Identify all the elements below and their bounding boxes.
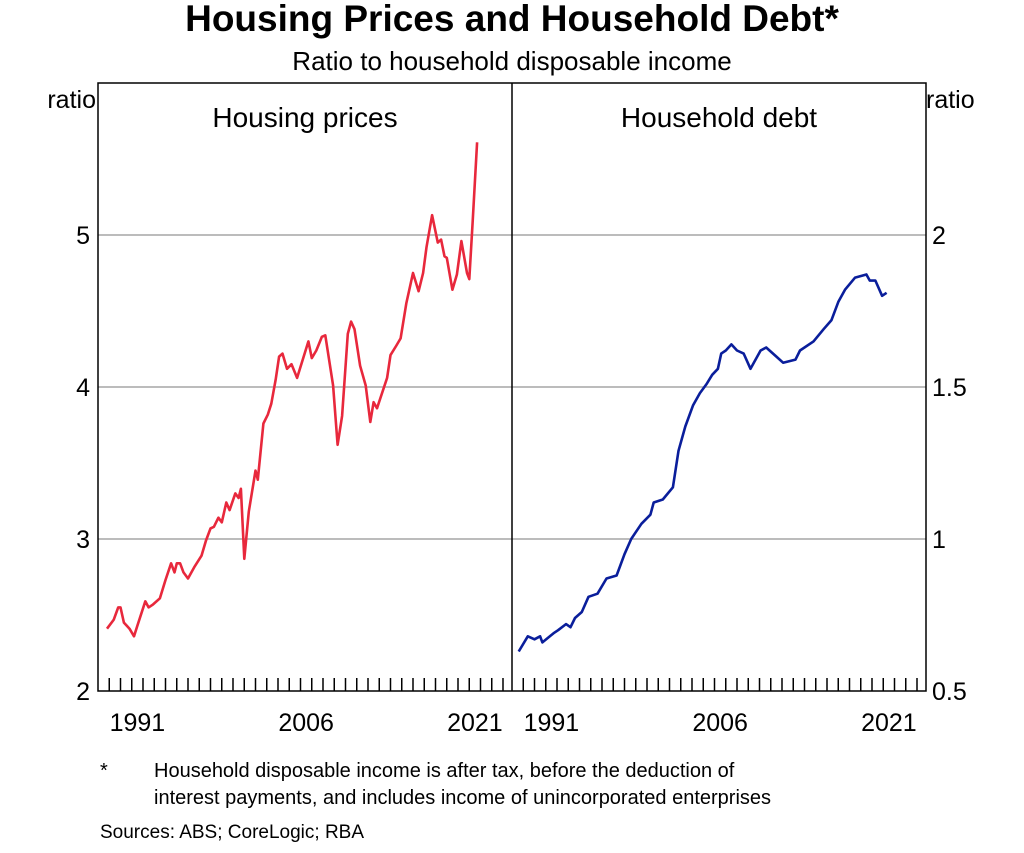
y-axis-label: ratio xyxy=(47,86,96,114)
housing-prices-line xyxy=(105,142,479,638)
y-tick-label: 2 xyxy=(932,222,946,250)
x-tick-label: 2006 xyxy=(278,709,334,737)
x-tick-label: 1991 xyxy=(524,709,580,737)
x-tick-label: 2021 xyxy=(861,709,917,737)
y-tick-label: 1 xyxy=(932,526,946,554)
x-tick-label: 1991 xyxy=(110,709,166,737)
chart-title: Housing Prices and Household Debt* xyxy=(185,0,839,39)
x-tick-label: 2006 xyxy=(692,709,748,737)
household-debt-line xyxy=(517,273,888,653)
footnote-line-2: interest payments, and includes income o… xyxy=(154,787,772,809)
x-tick-label: 2021 xyxy=(447,709,503,737)
y-tick-label: 2 xyxy=(76,678,90,706)
panel-title: Household debt xyxy=(621,102,817,133)
panel-title: Housing prices xyxy=(212,102,397,133)
footnote-marker: * xyxy=(100,760,108,782)
y-tick-label: 4 xyxy=(76,374,90,402)
y-tick-label: 5 xyxy=(76,222,90,250)
sources: Sources: ABS; CoreLogic; RBA xyxy=(100,822,365,843)
footnote-line-1: Household disposable income is after tax… xyxy=(154,760,735,782)
chart-subtitle: Ratio to household disposable income xyxy=(292,46,732,76)
y-tick-label: 0.5 xyxy=(932,678,967,706)
y-axis-label: ratio xyxy=(926,86,975,114)
y-tick-label: 1.5 xyxy=(932,374,967,402)
y-tick-label: 3 xyxy=(76,526,90,554)
